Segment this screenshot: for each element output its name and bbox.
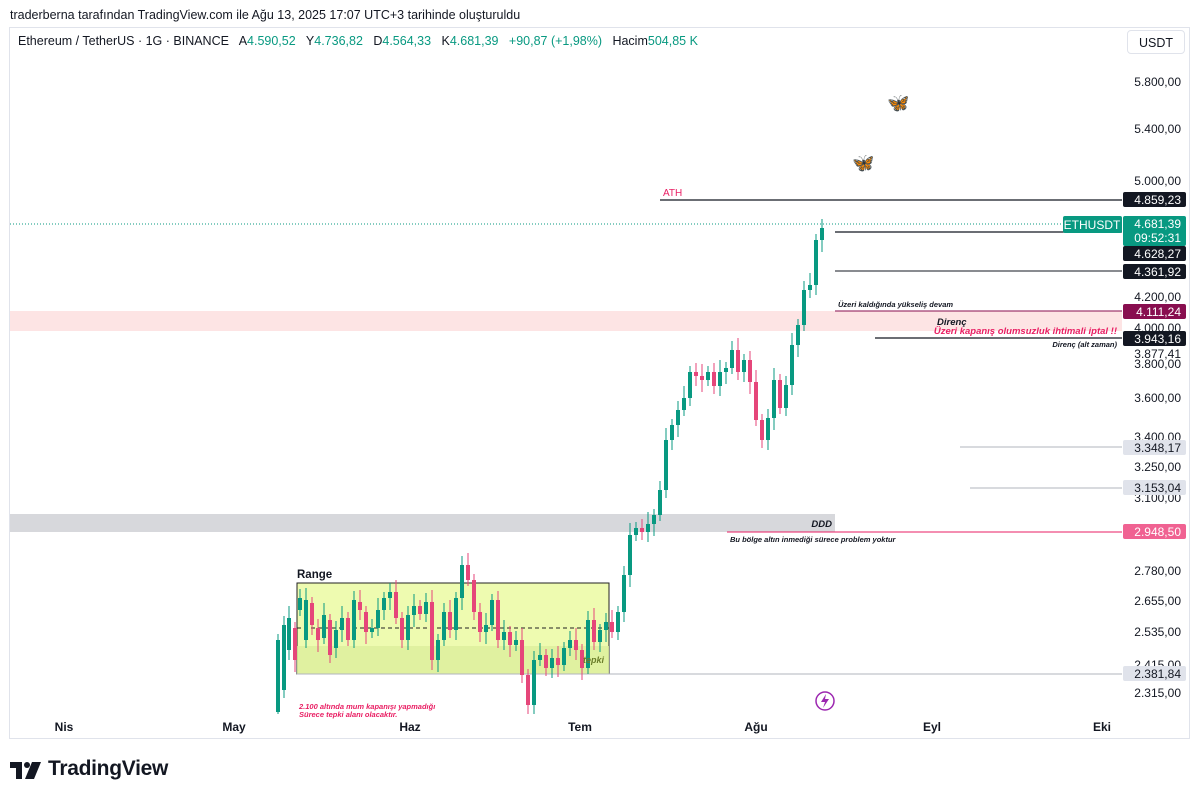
tradingview-logo-icon (10, 762, 41, 779)
low-value: 4.564,33 (382, 34, 432, 48)
low-label: D (373, 34, 383, 48)
high-label: Y (305, 34, 315, 48)
brand-name: TradingView (48, 757, 169, 780)
symbol-title[interactable]: Ethereum / TetherUS · 1G · BINANCE (18, 34, 229, 48)
attribution-text: traderberna tarafından TradingView.com i… (10, 8, 521, 22)
butterfly-icon: 🦋 (852, 153, 875, 173)
close-value: 4.681,39 (449, 34, 499, 48)
ohlc-legend: Ethereum / TetherUS · 1G · BINANCE A4.59… (18, 34, 698, 48)
open-value: 4.590,52 (247, 34, 296, 48)
high-value: 4.736,82 (314, 34, 363, 48)
tradingview-logo[interactable]: TradingView (10, 757, 168, 781)
volume-unit: K (689, 34, 698, 48)
butterfly-icon: 🦋 (887, 93, 910, 113)
change-value: +90,87 (+1,98%) (508, 34, 603, 48)
volume-label: Hacim (612, 34, 648, 48)
currency-button[interactable]: USDT (1127, 30, 1185, 54)
close-label: K (441, 34, 450, 48)
chart-frame (9, 27, 1190, 739)
volume-value: 504,85 (647, 34, 687, 48)
open-label: A (238, 34, 248, 48)
